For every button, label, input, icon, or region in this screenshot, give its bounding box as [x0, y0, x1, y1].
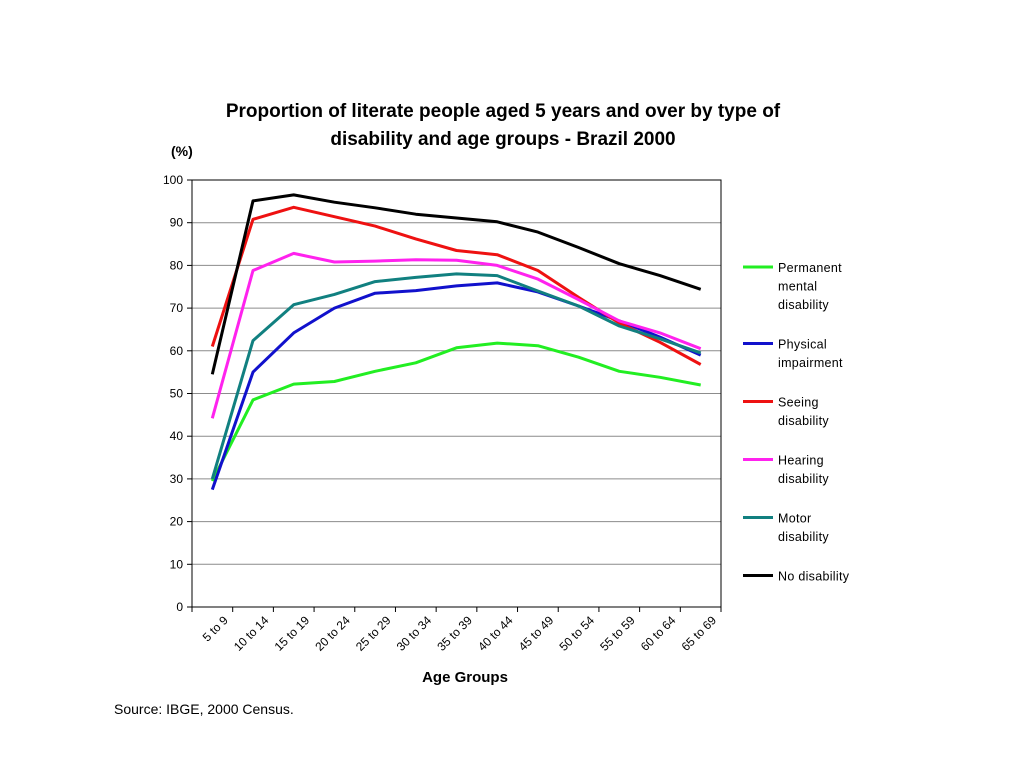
y-tick-label: 20 [170, 515, 184, 529]
legend-label: Physical [778, 338, 827, 352]
legend-label: Hearing [778, 454, 824, 468]
legend-label: Seeing [778, 396, 819, 410]
legend: Permanent mental disability Physical impairm… [743, 261, 850, 584]
y-tick-label: 10 [170, 557, 184, 571]
y-tick-label: 30 [170, 472, 184, 486]
x-axis: 5 to 9 10 to 14 15 to 19 20 to 24 25 to 29 30… [191, 607, 722, 654]
x-tick-label: 25 to 29 [353, 613, 394, 654]
legend-label: disability [778, 414, 829, 428]
x-tick-label: 45 to 49 [516, 613, 557, 654]
legend-label: disability [778, 472, 829, 486]
legend-label: Permanent [778, 261, 842, 275]
x-tick-label: 35 to 39 [434, 613, 475, 654]
legend-label: impairment [778, 356, 843, 370]
y-tick-label: 40 [170, 429, 184, 443]
legend-item-physical-impairment: Physical impairment [743, 338, 843, 370]
source-note: Source: IBGE, 2000 Census. [114, 701, 294, 717]
y-tick-label: 90 [170, 216, 184, 230]
y-tick-label: 70 [170, 301, 184, 315]
legend-label: disability [778, 530, 829, 544]
x-tick-label: 50 to 54 [556, 613, 597, 654]
legend-label: No disability [778, 570, 850, 584]
x-tick-label: 60 to 64 [638, 613, 679, 654]
series-line-hearing-disability [210, 251, 702, 419]
gridlines [192, 222, 721, 565]
x-tick-label: 5 to 9 [200, 613, 231, 644]
y-tick-label: 0 [176, 600, 183, 614]
legend-label: mental [778, 280, 817, 294]
legend-label: disability [778, 298, 829, 312]
series-line-permanent-mental-disability [210, 341, 701, 482]
x-tick-label: 20 to 24 [312, 613, 353, 654]
y-tick-label: 80 [170, 258, 184, 272]
x-tick-label: 30 to 34 [394, 613, 435, 654]
y-axis: 0 10 20 30 40 50 60 70 80 90 100 [163, 173, 192, 614]
x-tick-label: 10 to 14 [231, 613, 272, 654]
x-tick-label: 15 to 19 [272, 613, 313, 654]
legend-item-permanent-mental-disability: Permanent mental disability [743, 261, 842, 312]
legend-item-hearing-disability: Hearing disability [743, 454, 829, 486]
legend-item-seeing-disability: Seeing disability [743, 396, 829, 428]
legend-label: Motor [778, 512, 811, 526]
chart-title-line-1: Proportion of literate people aged 5 yea… [226, 101, 781, 122]
x-tick-label: 40 to 44 [475, 613, 516, 654]
legend-item-no-disability: No disability [743, 570, 850, 584]
y-tick-label: 100 [163, 173, 183, 187]
series-line-motor-disability [210, 272, 702, 480]
series-lines [210, 193, 702, 491]
y-tick-label: 50 [170, 387, 184, 401]
series-line-no-disability [210, 193, 702, 375]
series-line-seeing-disability [210, 205, 702, 366]
chart-title-line-2: disability and age groups - Brazil 2000 [330, 129, 675, 150]
x-axis-title: Age Groups [422, 669, 508, 686]
y-tick-label: 60 [170, 344, 184, 358]
x-tick-label: 65 to 69 [679, 613, 720, 654]
x-tick-label: 55 to 59 [597, 613, 638, 654]
legend-item-motor-disability: Motor disability [743, 512, 829, 544]
y-unit-label: (%) [171, 143, 193, 159]
